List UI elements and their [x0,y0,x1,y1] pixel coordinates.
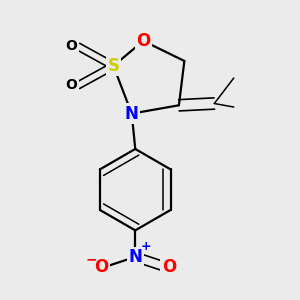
Text: O: O [162,258,176,276]
Text: O: O [66,40,78,53]
Text: −: − [86,253,98,267]
Text: N: N [125,105,139,123]
Text: O: O [136,32,150,50]
Text: O: O [66,78,78,92]
Text: N: N [128,248,142,266]
Text: O: O [94,258,109,276]
Text: +: + [141,241,151,254]
Text: S: S [107,57,119,75]
